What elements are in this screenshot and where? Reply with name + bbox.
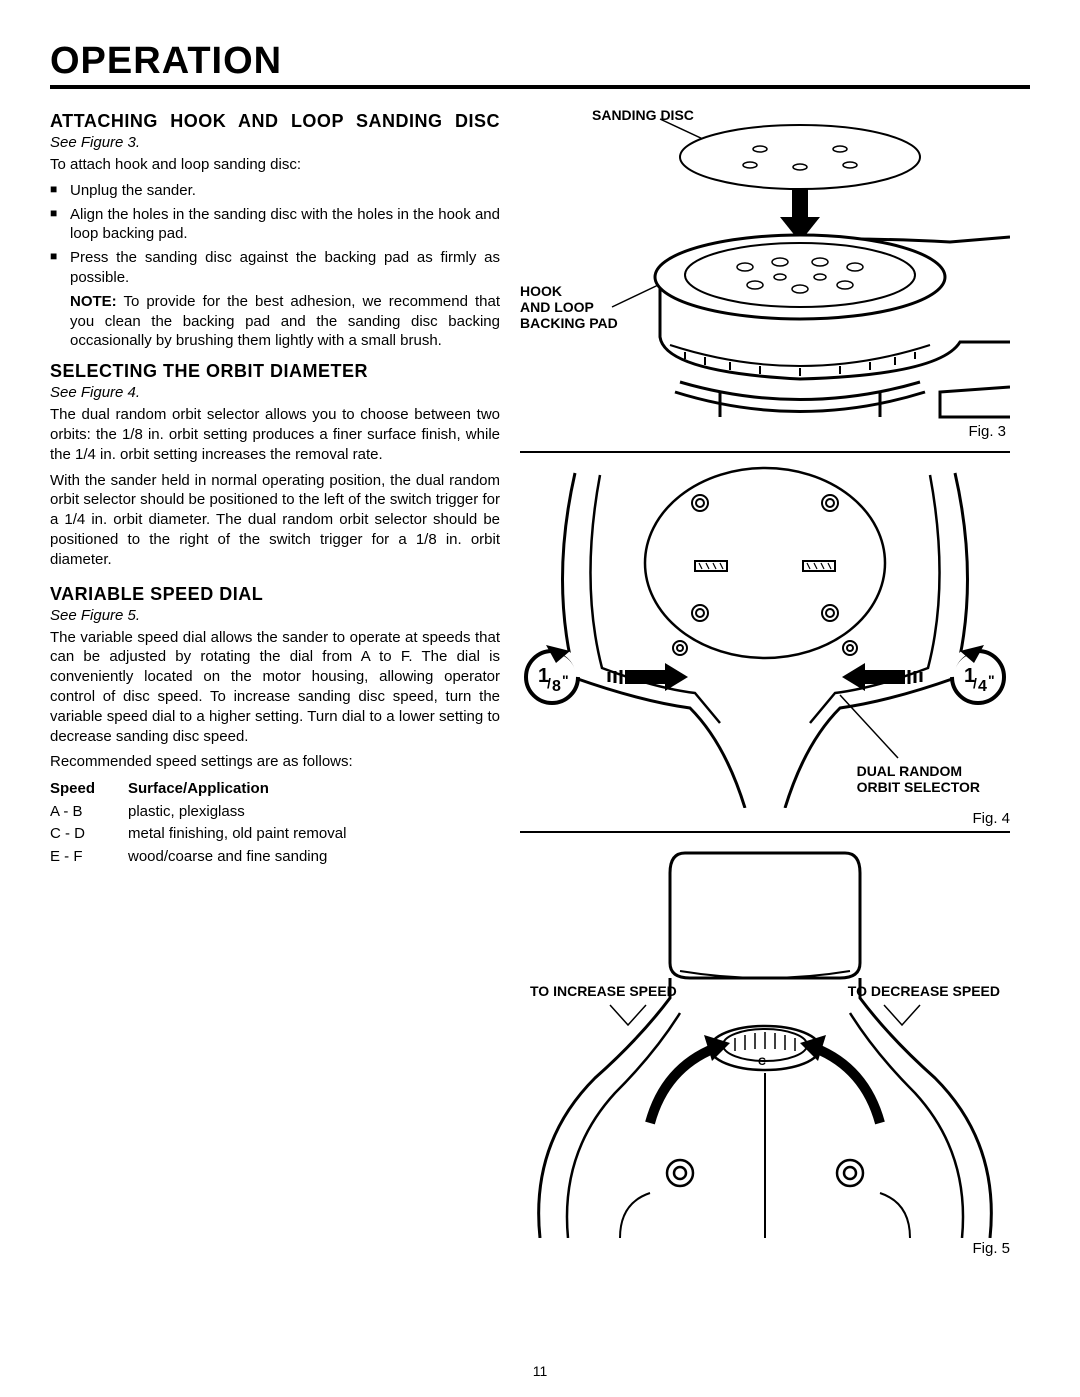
section1-heading: ATTACHING HOOK AND LOOP SANDING DISC bbox=[50, 111, 500, 132]
svg-text:/: / bbox=[547, 675, 551, 691]
fig3-diagram bbox=[520, 107, 1010, 427]
page-title: OPERATION bbox=[50, 40, 1030, 89]
note-label: NOTE: bbox=[70, 293, 117, 310]
th-speed: Speed bbox=[50, 778, 128, 801]
td: metal finishing, old paint removal bbox=[128, 823, 346, 846]
left-column: ATTACHING HOOK AND LOOP SANDING DISC See… bbox=[50, 107, 500, 1273]
fig4-caption: Fig. 4 bbox=[520, 810, 1010, 827]
section1-note: NOTE: To provide for the best adhesion, … bbox=[50, 292, 500, 351]
list-item: Align the holes in the sanding disc with… bbox=[50, 205, 500, 245]
section3-p1: The variable speed dial allows the sande… bbox=[50, 628, 500, 747]
content-columns: ATTACHING HOOK AND LOOP SANDING DISC See… bbox=[50, 107, 1030, 1273]
section3-heading: VARIABLE SPEED DIAL bbox=[50, 584, 500, 605]
figure-3: SANDING DISC HOOK AND LOOP BACKING PAD bbox=[520, 107, 1010, 453]
table-row: C - D metal finishing, old paint removal bbox=[50, 823, 500, 846]
fig4-diagram: 1 / 8 " 1 / 4 " bbox=[520, 463, 1010, 808]
fig3-label-disc: SANDING DISC bbox=[592, 107, 694, 123]
section2-p1: The dual random orbit selector allows yo… bbox=[50, 405, 500, 464]
section3-see: See Figure 5. bbox=[50, 607, 500, 624]
table-header: Speed Surface/Application bbox=[50, 778, 500, 801]
th-app: Surface/Application bbox=[128, 778, 269, 801]
svg-text:4: 4 bbox=[978, 678, 987, 695]
list-item: Press the sanding disc against the backi… bbox=[50, 248, 500, 288]
list-item: Unplug the sander. bbox=[50, 181, 500, 201]
right-column: SANDING DISC HOOK AND LOOP BACKING PAD bbox=[520, 107, 1010, 1273]
td: plastic, plexiglass bbox=[128, 801, 245, 824]
section1-bullets: Unplug the sander. Align the holes in th… bbox=[50, 181, 500, 288]
svg-text:": " bbox=[988, 672, 995, 688]
section2-see: See Figure 4. bbox=[50, 384, 500, 401]
section2-p2: With the sander held in normal operating… bbox=[50, 471, 500, 570]
td: C - D bbox=[50, 823, 128, 846]
fig3-label-pad: HOOK AND LOOP BACKING PAD bbox=[520, 283, 618, 331]
figure-5: TO INCREASE SPEED TO DECREASE SPEED bbox=[520, 843, 1010, 1263]
figure-4: DUAL RANDOM ORBIT SELECTOR bbox=[520, 463, 1010, 833]
td: A - B bbox=[50, 801, 128, 824]
fig5-caption: Fig. 5 bbox=[520, 1240, 1010, 1257]
table-row: E - F wood/coarse and fine sanding bbox=[50, 846, 500, 869]
section1-see: See Figure 3. bbox=[50, 134, 500, 151]
fig5-label-inc: TO INCREASE SPEED bbox=[530, 983, 677, 999]
svg-text:8: 8 bbox=[552, 678, 561, 695]
td: wood/coarse and fine sanding bbox=[128, 846, 327, 869]
section2-heading: SELECTING THE ORBIT DIAMETER bbox=[50, 361, 500, 382]
section1-intro: To attach hook and loop sanding disc: bbox=[50, 155, 500, 175]
page-number: 11 bbox=[0, 1363, 1080, 1379]
fig4-label-selector: DUAL RANDOM ORBIT SELECTOR bbox=[857, 763, 980, 795]
note-text: To provide for the best adhesion, we rec… bbox=[70, 293, 500, 350]
section3-p2: Recommended speed settings are as follow… bbox=[50, 752, 500, 772]
fig3-caption: Fig. 3 bbox=[968, 423, 1006, 440]
table-row: A - B plastic, plexiglass bbox=[50, 801, 500, 824]
svg-text:/: / bbox=[973, 675, 977, 691]
svg-text:": " bbox=[562, 672, 569, 688]
svg-text:C: C bbox=[758, 1056, 766, 1068]
speed-table: Speed Surface/Application A - B plastic,… bbox=[50, 778, 500, 868]
fig5-label-dec: TO DECREASE SPEED bbox=[848, 983, 1000, 999]
td: E - F bbox=[50, 846, 128, 869]
fig5-diagram: C bbox=[520, 843, 1010, 1238]
